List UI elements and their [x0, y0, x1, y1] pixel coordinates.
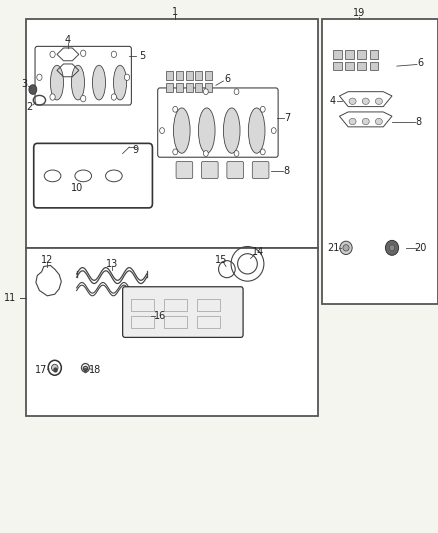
Ellipse shape	[203, 88, 208, 95]
Text: 8: 8	[415, 117, 421, 126]
Text: 2: 2	[27, 102, 33, 111]
Text: 10: 10	[71, 183, 83, 192]
Ellipse shape	[81, 95, 86, 102]
Bar	[197, 299, 220, 311]
Bar	[370, 50, 378, 59]
Ellipse shape	[260, 149, 265, 155]
Text: 6: 6	[417, 58, 424, 68]
Bar	[345, 62, 354, 70]
Ellipse shape	[113, 66, 127, 100]
Ellipse shape	[124, 74, 130, 80]
Ellipse shape	[203, 150, 208, 157]
Bar	[195, 71, 202, 80]
Bar	[205, 71, 212, 80]
Text: 14: 14	[252, 247, 265, 256]
Ellipse shape	[81, 50, 86, 56]
Ellipse shape	[234, 150, 239, 157]
Ellipse shape	[198, 108, 215, 153]
FancyBboxPatch shape	[252, 161, 269, 179]
Bar	[205, 83, 212, 92]
Text: 12: 12	[41, 255, 53, 265]
Ellipse shape	[234, 88, 239, 95]
Bar	[370, 62, 378, 70]
Text: 7: 7	[284, 114, 290, 123]
Text: 4: 4	[65, 35, 71, 45]
Bar	[345, 50, 354, 59]
Bar	[26, 248, 318, 416]
Ellipse shape	[173, 106, 178, 112]
Ellipse shape	[362, 98, 369, 104]
Ellipse shape	[29, 85, 37, 94]
Bar	[131, 299, 154, 311]
FancyBboxPatch shape	[227, 161, 244, 179]
Bar	[166, 71, 173, 80]
Bar	[131, 316, 154, 328]
Text: 5: 5	[139, 51, 145, 61]
Ellipse shape	[50, 94, 55, 100]
Ellipse shape	[50, 66, 64, 100]
Ellipse shape	[92, 66, 106, 100]
Ellipse shape	[111, 94, 117, 100]
Ellipse shape	[223, 108, 240, 153]
Text: 9: 9	[133, 146, 139, 155]
Text: 13: 13	[106, 259, 118, 269]
Bar	[186, 71, 193, 80]
FancyBboxPatch shape	[123, 287, 243, 337]
Ellipse shape	[260, 106, 265, 112]
Ellipse shape	[271, 128, 276, 133]
Bar	[176, 83, 183, 92]
Bar	[333, 50, 342, 59]
FancyBboxPatch shape	[176, 161, 193, 179]
Ellipse shape	[248, 108, 265, 153]
Bar	[333, 62, 342, 70]
Text: 16: 16	[154, 311, 166, 320]
Ellipse shape	[52, 365, 58, 371]
Ellipse shape	[173, 108, 190, 153]
Ellipse shape	[173, 149, 178, 155]
Ellipse shape	[349, 118, 356, 125]
Ellipse shape	[375, 98, 382, 104]
Bar	[357, 62, 366, 70]
Ellipse shape	[375, 118, 382, 125]
Bar	[166, 83, 173, 92]
Text: 8: 8	[284, 166, 290, 175]
Text: 18: 18	[89, 366, 102, 375]
Ellipse shape	[111, 51, 117, 58]
Ellipse shape	[159, 128, 164, 133]
Bar	[164, 316, 187, 328]
Ellipse shape	[340, 241, 352, 255]
Ellipse shape	[389, 245, 395, 251]
Text: 21: 21	[328, 243, 340, 253]
FancyBboxPatch shape	[201, 161, 218, 179]
Ellipse shape	[362, 118, 369, 125]
Ellipse shape	[50, 51, 55, 58]
Text: 17: 17	[35, 366, 48, 375]
Ellipse shape	[37, 74, 42, 80]
Ellipse shape	[349, 98, 356, 104]
Bar	[26, 19, 318, 248]
Text: 4: 4	[330, 96, 336, 106]
Text: 3: 3	[21, 79, 27, 88]
Bar	[357, 50, 366, 59]
Text: 20: 20	[414, 243, 427, 253]
Text: 1: 1	[172, 7, 178, 17]
Ellipse shape	[71, 66, 85, 100]
Bar	[197, 316, 220, 328]
Text: 19: 19	[353, 9, 365, 18]
Bar	[322, 19, 438, 304]
Text: 6: 6	[225, 74, 231, 84]
Text: 15: 15	[215, 255, 227, 264]
Ellipse shape	[343, 245, 349, 251]
Ellipse shape	[385, 240, 399, 255]
Bar	[186, 83, 193, 92]
Bar	[164, 299, 187, 311]
Text: 11: 11	[4, 294, 16, 303]
Bar	[195, 83, 202, 92]
Bar	[176, 71, 183, 80]
